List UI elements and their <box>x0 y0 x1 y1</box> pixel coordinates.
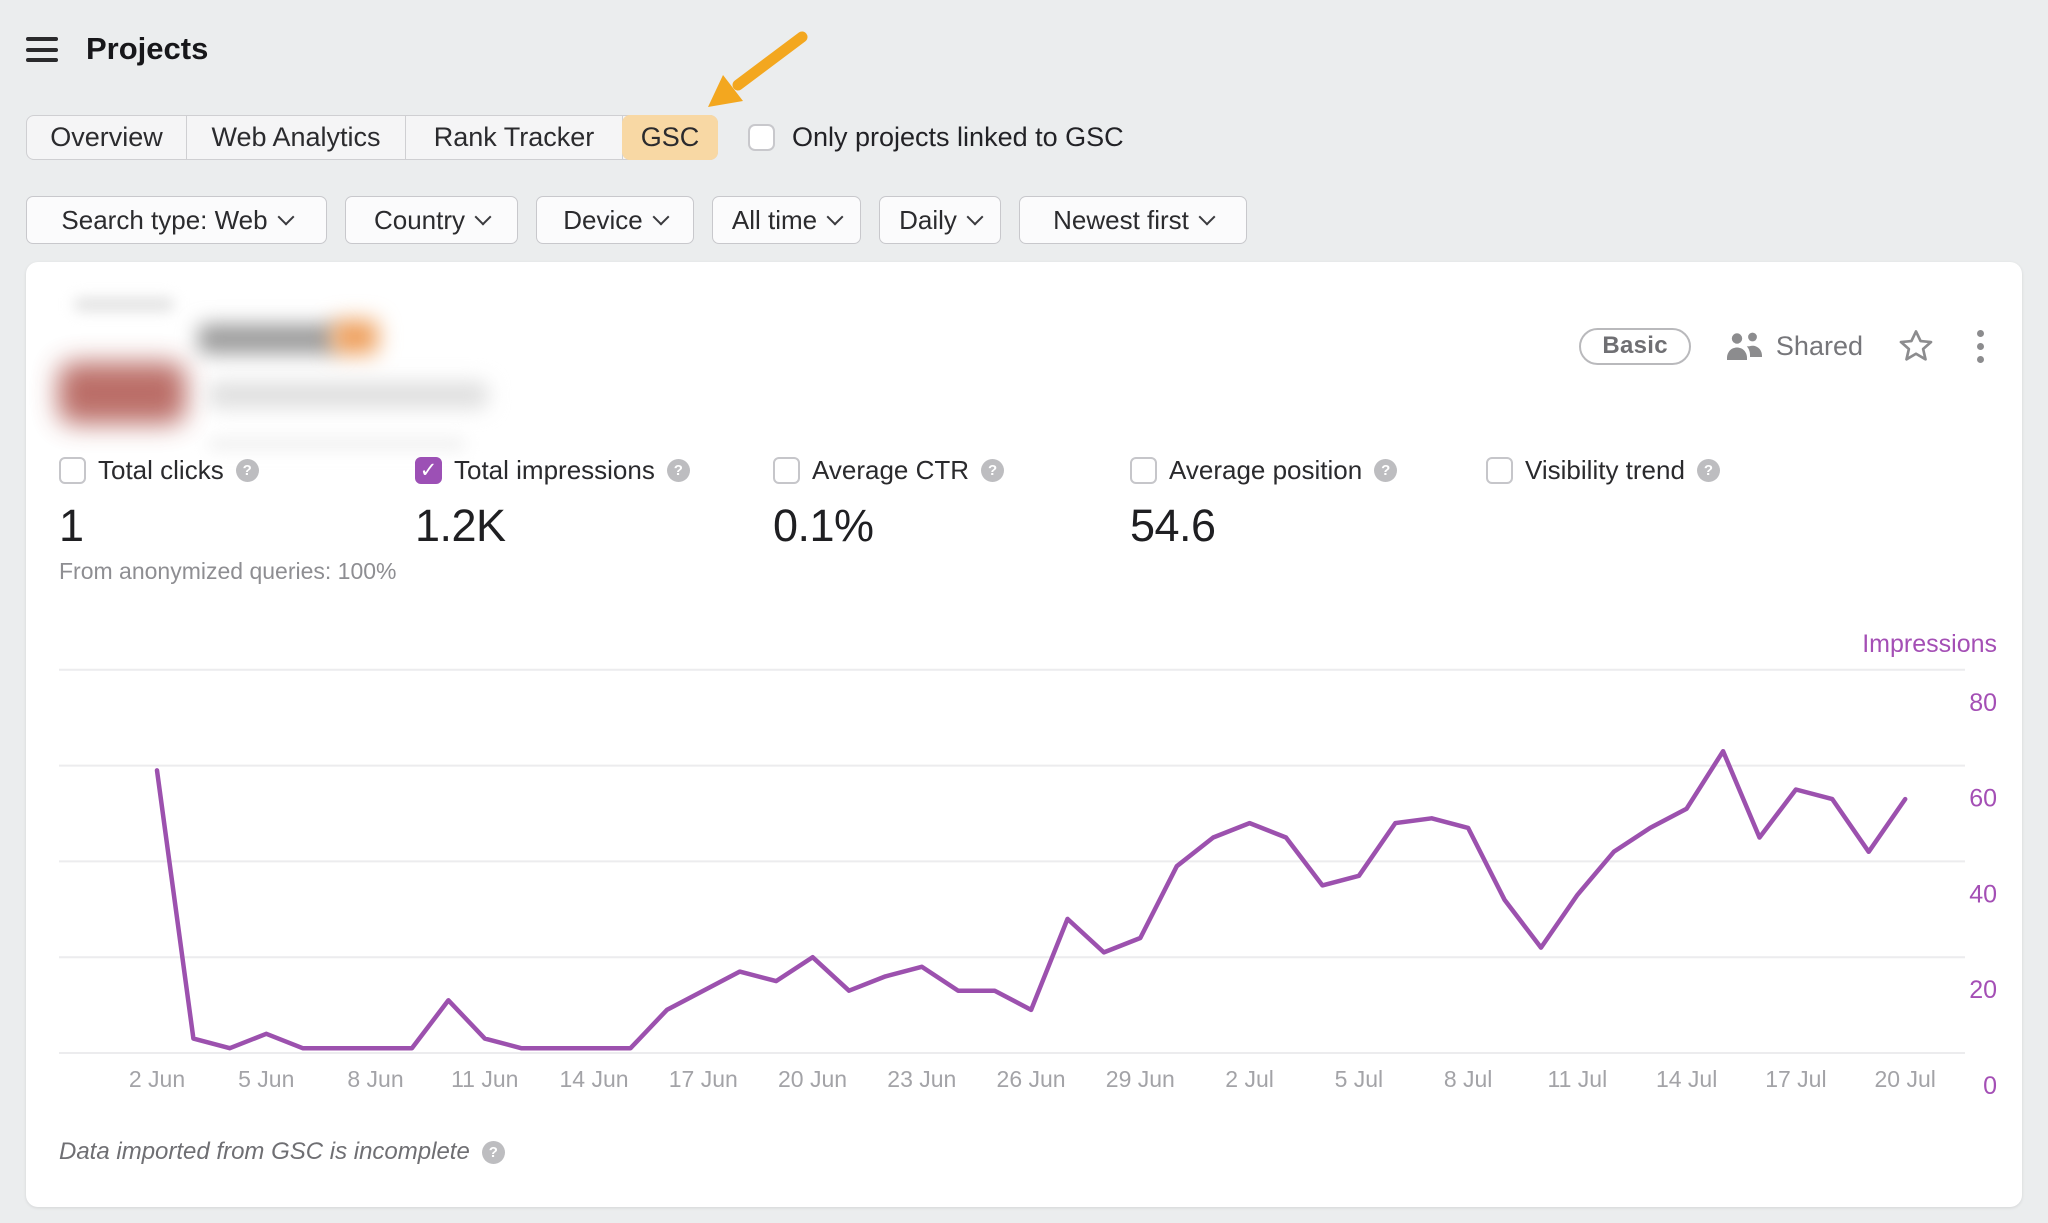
svg-text:14 Jun: 14 Jun <box>560 1066 629 1092</box>
svg-text:0: 0 <box>1983 1072 1997 1100</box>
filter-device[interactable]: Device <box>536 196 694 244</box>
projects-tabbar: Overview Web Analytics Rank Tracker GSC <box>26 115 718 160</box>
help-icon[interactable]: ? <box>666 459 690 482</box>
metric-visibility-trend: Visibility trend? <box>1486 455 1720 486</box>
chevron-down-icon <box>652 208 670 226</box>
filter-search-type-web[interactable]: Search type: Web <box>26 196 327 244</box>
help-icon[interactable]: ? <box>981 459 1005 482</box>
svg-text:20 Jun: 20 Jun <box>778 1066 847 1092</box>
filter-label: Newest first <box>1053 204 1189 235</box>
svg-text:26 Jun: 26 Jun <box>997 1066 1066 1092</box>
help-icon[interactable]: ? <box>1374 459 1398 482</box>
more-options-icon[interactable] <box>1969 329 1992 363</box>
svg-text:40: 40 <box>1969 880 1997 908</box>
project-logo-blurred <box>58 362 186 424</box>
filter-label: Search type: Web <box>61 204 268 235</box>
project-name-blurred <box>198 324 338 354</box>
page-title: Projects <box>86 31 209 66</box>
svg-text:11 Jun: 11 Jun <box>451 1066 518 1092</box>
only-gsc-checkbox[interactable] <box>748 123 775 151</box>
metric-value: 1.2K <box>415 500 506 551</box>
svg-text:29 Jun: 29 Jun <box>1106 1066 1175 1092</box>
svg-text:20 Jul: 20 Jul <box>1874 1066 1935 1092</box>
metric-total-clicks: Total clicks? 1 <box>59 455 259 552</box>
project-info-blurred <box>208 438 466 450</box>
metric-average-position: Average position? 54.6 <box>1130 455 1398 552</box>
metric-checkbox[interactable] <box>1486 457 1513 484</box>
filter-label: Country <box>373 204 466 235</box>
gsc-incomplete-footnote: Data imported from GSC is incomplete ? <box>59 1138 505 1166</box>
svg-text:60: 60 <box>1969 785 1997 813</box>
metric-label: Total clicks <box>98 455 224 485</box>
svg-text:5 Jul: 5 Jul <box>1335 1066 1384 1092</box>
tab-rank-tracker[interactable]: Rank Tracker <box>406 116 623 159</box>
metrics-row: Total clicks? 1 ✓ Total impressions? 1.2K Ave… <box>26 455 2022 605</box>
svg-text:23 Jun: 23 Jun <box>887 1066 956 1092</box>
metric-value: 54.6 <box>1130 500 1216 551</box>
metric-average-ctr: Average CTR? 0.1% <box>773 455 1005 552</box>
metric-total-impressions: ✓ Total impressions? 1.2K <box>415 455 690 552</box>
tab-overview[interactable]: Overview <box>27 116 187 159</box>
filter-daily[interactable]: Daily <box>879 196 1001 244</box>
chevron-down-icon <box>1198 208 1216 226</box>
only-gsc-filter: Only projects linked to GSC <box>748 111 1124 163</box>
filter-all-time[interactable]: All time <box>712 196 861 244</box>
svg-text:8 Jun: 8 Jun <box>347 1066 403 1092</box>
project-name-blurred-2 <box>332 320 378 354</box>
svg-text:17 Jul: 17 Jul <box>1765 1066 1826 1092</box>
chevron-down-icon <box>277 208 295 226</box>
tab-gsc[interactable]: GSC <box>622 115 718 160</box>
shared-label: Shared <box>1775 330 1863 361</box>
help-icon[interactable]: ? <box>1696 459 1720 482</box>
annotation-arrow-icon <box>708 31 808 107</box>
filter-label: Device <box>563 204 643 235</box>
svg-text:5 Jun: 5 Jun <box>238 1066 294 1092</box>
svg-text:2 Jul: 2 Jul <box>1225 1066 1274 1092</box>
project-domain-blurred <box>208 382 488 408</box>
metric-label: Visibility trend <box>1525 455 1685 485</box>
svg-text:20: 20 <box>1969 976 1997 1004</box>
svg-text:2 Jun: 2 Jun <box>129 1066 185 1092</box>
metric-checkbox[interactable] <box>773 457 800 484</box>
chevron-down-icon <box>826 208 844 226</box>
card-actions: Basic Shared <box>1579 324 1992 368</box>
metric-checkbox[interactable] <box>59 457 86 484</box>
chevron-down-icon <box>966 208 984 226</box>
metric-value: 0.1% <box>773 500 874 551</box>
chevron-down-icon <box>474 208 492 226</box>
svg-text:11 Jul: 11 Jul <box>1548 1066 1608 1092</box>
filter-country[interactable]: Country <box>345 196 518 244</box>
help-icon[interactable]: ? <box>481 1140 505 1164</box>
svg-text:Impressions: Impressions <box>1862 630 1997 658</box>
svg-text:17 Jun: 17 Jun <box>669 1066 738 1092</box>
help-icon[interactable]: ? <box>235 459 259 482</box>
menu-icon[interactable] <box>26 37 58 62</box>
checkmark-icon: ✓ <box>419 459 438 482</box>
anonymized-queries-note: From anonymized queries: 100% <box>59 558 397 584</box>
filter-newest-first[interactable]: Newest first <box>1019 196 1247 244</box>
svg-text:80: 80 <box>1969 689 1997 717</box>
only-gsc-label: Only projects linked to GSC <box>792 121 1124 152</box>
plan-badge: Basic <box>1579 327 1691 365</box>
svg-text:8 Jul: 8 Jul <box>1444 1066 1493 1092</box>
project-meta-blurred <box>74 298 174 311</box>
svg-text:14 Jul: 14 Jul <box>1656 1066 1717 1092</box>
filter-label: Daily <box>899 204 957 235</box>
tab-web-analytics[interactable]: Web Analytics <box>187 116 406 159</box>
filter-row: Search type: Web Country Device All time Dai… <box>26 196 1265 244</box>
metric-label: Average position <box>1169 455 1363 485</box>
impressions-line-chart: 0 20 40 60 80 Impressions 2 Jun 5 Jun 8 Jun 11 Ju… <box>59 630 1997 1100</box>
metric-value: 1 <box>59 500 84 551</box>
metric-checkbox[interactable] <box>1130 457 1157 484</box>
footnote-text: Data imported from GSC is incomplete <box>59 1138 470 1165</box>
people-icon <box>1726 332 1762 360</box>
shared-status: Shared <box>1725 331 1863 362</box>
metric-checkbox[interactable]: ✓ <box>415 457 442 484</box>
favorite-star-icon[interactable] <box>1897 327 1935 365</box>
filter-label: All time <box>731 204 818 235</box>
metric-label: Average CTR <box>812 455 970 485</box>
metric-label: Total impressions <box>454 455 655 485</box>
